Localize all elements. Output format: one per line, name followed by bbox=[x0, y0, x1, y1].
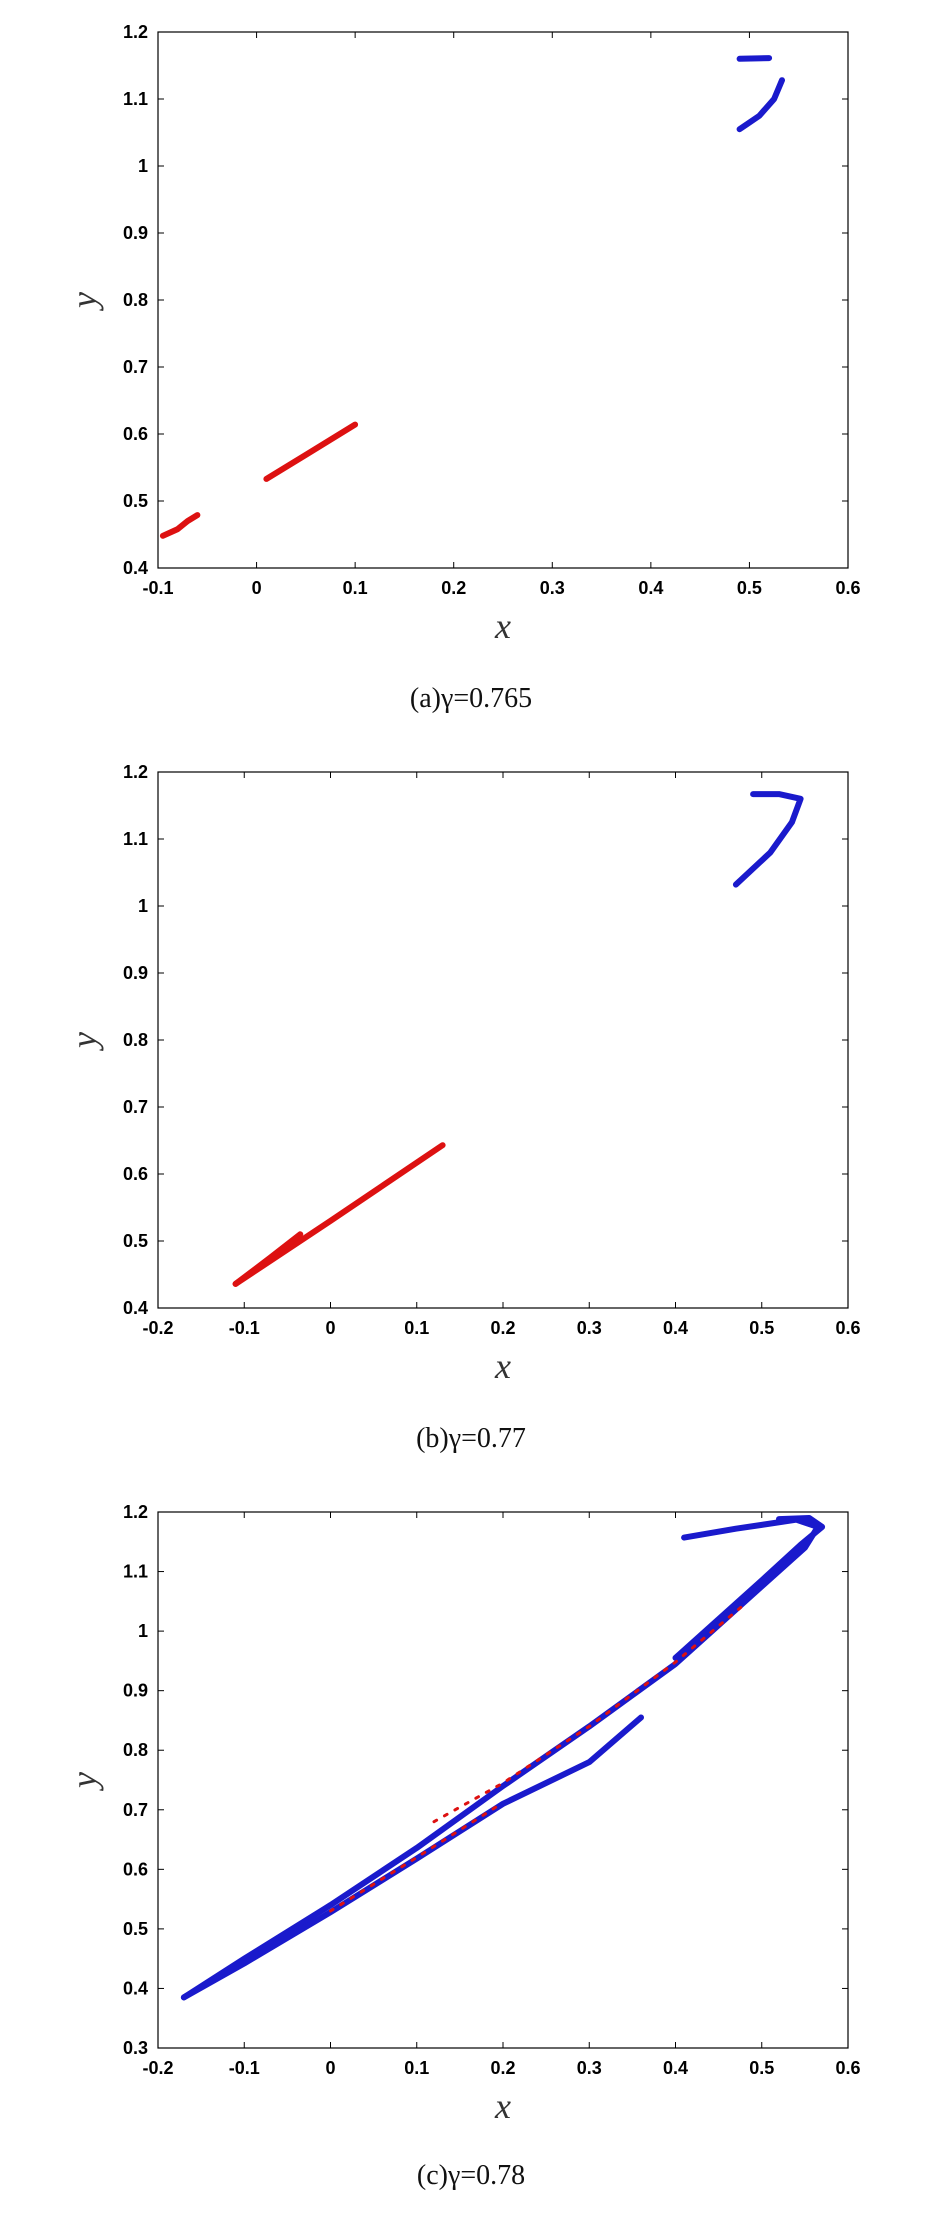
x-tick-label: 0.4 bbox=[663, 2058, 688, 2078]
series-0-segment-2 bbox=[672, 1515, 826, 1661]
series-1-segment-1 bbox=[736, 77, 785, 133]
x-tick-label: 0.6 bbox=[835, 578, 860, 598]
caption-a: (a)γ=0.765 bbox=[409, 683, 533, 714]
y-axis-label: y bbox=[64, 1032, 104, 1051]
y-tick-label: 0.5 bbox=[123, 1231, 148, 1251]
x-tick-label: -0.1 bbox=[229, 1318, 260, 1338]
panel-a: -0.1 0 0.1 0.2 0.3 0.4 0.5 0.6 0.4 0.5 0.6 0.7 0.8 0.… bbox=[0, 0, 942, 740]
x-tick-label: 0.4 bbox=[638, 578, 663, 598]
y-tick-label: 0.8 bbox=[123, 290, 148, 310]
y-tick-label: 0.7 bbox=[123, 357, 148, 377]
series-1-segment-0 bbox=[432, 1602, 746, 1824]
y-tick-label: 0.5 bbox=[123, 1919, 148, 1939]
x-tick-label: 0.5 bbox=[749, 1318, 774, 1338]
chart-a: -0.1 0 0.1 0.2 0.3 0.4 0.5 0.6 0.4 0.5 0.6 0.7 0.8 0.… bbox=[64, 22, 861, 646]
x-tick-label: 0.1 bbox=[404, 2058, 429, 2078]
y-tick-label: 1.2 bbox=[123, 1502, 148, 1522]
x-tick-label: 0.2 bbox=[490, 1318, 515, 1338]
y-tick-label: 0.4 bbox=[123, 1298, 148, 1318]
panel-c: -0.2 -0.1 0 0.1 0.2 0.3 0.4 0.5 0.6 0.3 0.4 0.5 0.6 0… bbox=[0, 1480, 942, 2218]
y-tick-label: 1.2 bbox=[123, 22, 148, 42]
x-tick-label: 0.4 bbox=[663, 1318, 688, 1338]
x-tick-label: 0 bbox=[325, 2058, 335, 2078]
caption-b: (b)γ=0.77 bbox=[416, 1423, 526, 1454]
series-1-segment-0 bbox=[736, 55, 773, 62]
x-axis-label: x bbox=[494, 2086, 511, 2126]
x-tick-label: 0.5 bbox=[749, 2058, 774, 2078]
x-tick-label: 0.1 bbox=[343, 578, 368, 598]
y-tick-label: 1.1 bbox=[123, 1562, 148, 1582]
x-tick-label: -0.2 bbox=[142, 2058, 173, 2078]
x-tick-label: -0.1 bbox=[229, 2058, 260, 2078]
y-tick-label: 1.1 bbox=[123, 829, 148, 849]
x-tick-label: 0.5 bbox=[737, 578, 762, 598]
series-0-segment-1 bbox=[180, 1714, 644, 2001]
y-tick-label: 0.3 bbox=[123, 2038, 148, 2058]
y-tick-label: 0.6 bbox=[123, 424, 148, 444]
y-tick-label: 1 bbox=[138, 896, 148, 916]
x-tick-label: -0.1 bbox=[142, 578, 173, 598]
x-tick-label: -0.2 bbox=[142, 1318, 173, 1338]
y-tick-label: 1 bbox=[138, 156, 148, 176]
series-1-segment-0 bbox=[732, 791, 804, 888]
chart-c: -0.2 -0.1 0 0.1 0.2 0.3 0.4 0.5 0.6 0.3 0.4 0.5 0.6 0… bbox=[64, 1502, 861, 2126]
x-tick-label: 0.1 bbox=[404, 1318, 429, 1338]
y-tick-label: 0.6 bbox=[123, 1859, 148, 1879]
series-1-segment-1 bbox=[329, 1801, 505, 1913]
y-tick-label: 1.2 bbox=[123, 762, 148, 782]
x-axis-label: x bbox=[494, 606, 511, 646]
y-tick-label: 0.9 bbox=[123, 1681, 148, 1701]
plot-frame bbox=[157, 1511, 849, 2049]
y-tick-label: 1.1 bbox=[123, 89, 148, 109]
y-tick-label: 0.7 bbox=[123, 1800, 148, 1820]
y-tick-label: 0.6 bbox=[123, 1164, 148, 1184]
y-axis-label: y bbox=[64, 292, 104, 311]
y-axis-label: y bbox=[64, 1772, 104, 1791]
y-tick-label: 0.4 bbox=[123, 1978, 148, 1998]
series-0-segment-1 bbox=[232, 1231, 304, 1287]
panel-b: -0.2 -0.1 0 0.1 0.2 0.3 0.4 0.5 0.6 0.4 0.5 0.6 0.7 0… bbox=[0, 740, 942, 1480]
y-tick-label: 0.8 bbox=[123, 1030, 148, 1050]
plot-frame bbox=[157, 31, 849, 569]
y-tick-label: 0.9 bbox=[123, 963, 148, 983]
x-axis-label: x bbox=[494, 1346, 511, 1386]
x-tick-label: 0 bbox=[325, 1318, 335, 1338]
x-tick-label: 0.3 bbox=[577, 1318, 602, 1338]
y-tick-label: 1 bbox=[138, 1621, 148, 1641]
plot-frame bbox=[157, 771, 849, 1309]
x-tick-label: 0 bbox=[252, 578, 262, 598]
chart-b: -0.2 -0.1 0 0.1 0.2 0.3 0.4 0.5 0.6 0.4 0.5 0.6 0.7 0… bbox=[64, 762, 861, 1386]
y-tick-label: 0.9 bbox=[123, 223, 148, 243]
series-0-segment-0 bbox=[159, 512, 201, 539]
x-tick-label: 0.6 bbox=[835, 1318, 860, 1338]
x-tick-label: 0.6 bbox=[835, 2058, 860, 2078]
x-tick-label: 0.3 bbox=[540, 578, 565, 598]
caption-c: (c)γ=0.78 bbox=[416, 2160, 526, 2191]
series-0-segment-1 bbox=[263, 421, 359, 482]
y-tick-label: 0.7 bbox=[123, 1097, 148, 1117]
x-tick-label: 0.2 bbox=[490, 2058, 515, 2078]
y-tick-label: 0.8 bbox=[123, 1740, 148, 1760]
y-tick-label: 0.4 bbox=[123, 558, 148, 578]
x-tick-label: 0.3 bbox=[577, 2058, 602, 2078]
x-tick-label: 0.2 bbox=[441, 578, 466, 598]
y-tick-label: 0.5 bbox=[123, 491, 148, 511]
